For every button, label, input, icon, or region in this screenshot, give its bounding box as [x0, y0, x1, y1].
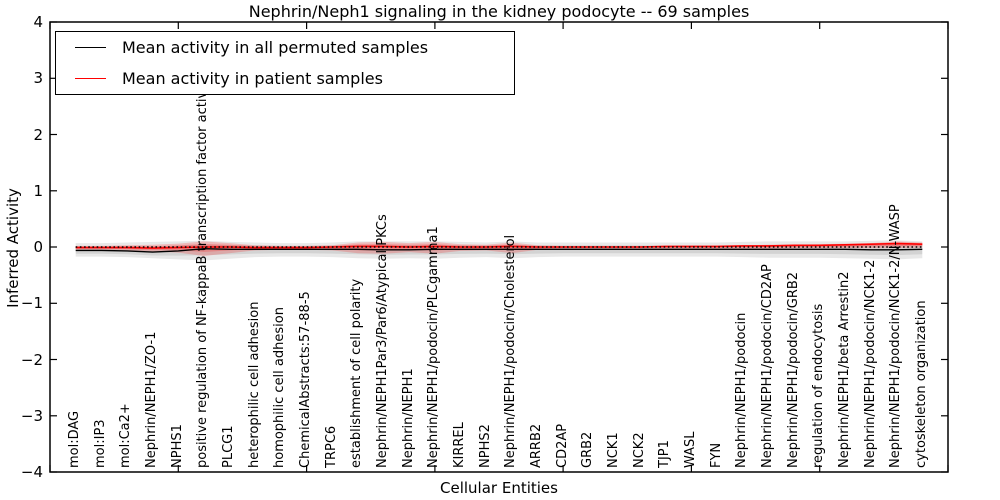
y-tick-label: 0 [33, 238, 43, 256]
x-category-label: GRB2 [580, 431, 596, 468]
x-category-label: WASL [682, 431, 698, 468]
y-tick-label: 2 [33, 125, 43, 144]
x-category-label: NPHS2 [477, 424, 493, 468]
x-category-label: Nephrin/NEPH1/podocin [734, 312, 750, 468]
legend-label-permuted: Mean activity in all permuted samples [122, 38, 429, 57]
x-category-label: mol:IP3 [92, 419, 108, 468]
x-category-label: heterophilic cell adhesion [246, 301, 262, 469]
x-category-label: Nephrin/NEPH1/ZO-1 [144, 331, 160, 468]
x-category-label: NCK2 [631, 432, 647, 468]
x-category-label: Nephrin/NEPH1/beta Arrestin2 [836, 271, 852, 469]
x-category-label: Nephrin/NEPH1/podocin/GRB2 [785, 271, 801, 468]
x-category-label: NCK1 [605, 432, 621, 468]
y-tick-label: −2 [20, 350, 43, 369]
x-category-label: KIRREL [452, 422, 467, 468]
x-category-label: mol:DAG [67, 410, 83, 468]
x-category-label: Nephrin/NEPH1/podocin/Cholesterol [503, 234, 519, 468]
x-category-label: CD2AP [554, 423, 570, 468]
permuted-line-swatch [75, 47, 106, 48]
y-tick-label: −3 [20, 406, 43, 425]
y-tick-label: 1 [33, 181, 43, 200]
x-category-label: Nephrin/NEPH1 [400, 368, 416, 468]
legend-item-permuted: Mean activity in all permuted samples [56, 34, 514, 62]
x-category-label: Nephrin/NEPH1/podocin/NCK1-2 [862, 259, 878, 468]
x-category-label: PLCG1 [221, 425, 237, 468]
x-category-label: establishment of cell polarity [349, 278, 365, 468]
y-tick-label: 3 [33, 69, 43, 88]
x-category-label: cytoskeleton organization [913, 300, 929, 468]
x-category-label: Nephrin/NEPH1/podocin/NCK1-2/N-WASP [888, 204, 904, 468]
legend-box: Mean activity in all permuted samples Me… [55, 31, 515, 95]
x-category-label: Nephrin/NEPH1/podocin/CD2AP [759, 264, 775, 468]
y-tick-label: −4 [20, 463, 43, 481]
x-category-label: TRPC6 [323, 425, 339, 468]
patient-line-swatch [75, 78, 106, 79]
chart-title: Nephrin/Neph1 signaling in the kidney po… [248, 2, 750, 21]
y-tick-label: 4 [33, 13, 43, 31]
legend-item-patient: Mean activity in patient samples [56, 65, 514, 93]
x-category-label: Nephrin/NEPH1Par3/Par6/Atypical PKCs [375, 214, 391, 468]
x-category-label: ARRB2 [528, 423, 544, 468]
x-category-label: Nephrin/NEPH1/podocin/PLCgamma1 [426, 226, 442, 468]
y-tick-label: −1 [20, 294, 43, 313]
x-category-label: regulation of endocytosis [811, 303, 827, 468]
legend-label-patient: Mean activity in patient samples [122, 69, 383, 88]
x-category-label: FYN [708, 442, 724, 468]
x-category-label: mol:Ca2+ [118, 403, 134, 468]
x-category-label: positive regulation of NF-kappaB transcr… [195, 74, 211, 468]
x-category-label: homophilic cell adhesion [272, 307, 288, 468]
x-category-label: TJP1 [657, 440, 673, 468]
x-axis-label: Cellular Entities [440, 479, 558, 497]
x-category-label: ChemicalAbstracts:57-88-5 [298, 291, 314, 468]
y-axis-label: Inferred Activity [4, 188, 22, 308]
x-category-label: NPHS1 [169, 424, 185, 468]
